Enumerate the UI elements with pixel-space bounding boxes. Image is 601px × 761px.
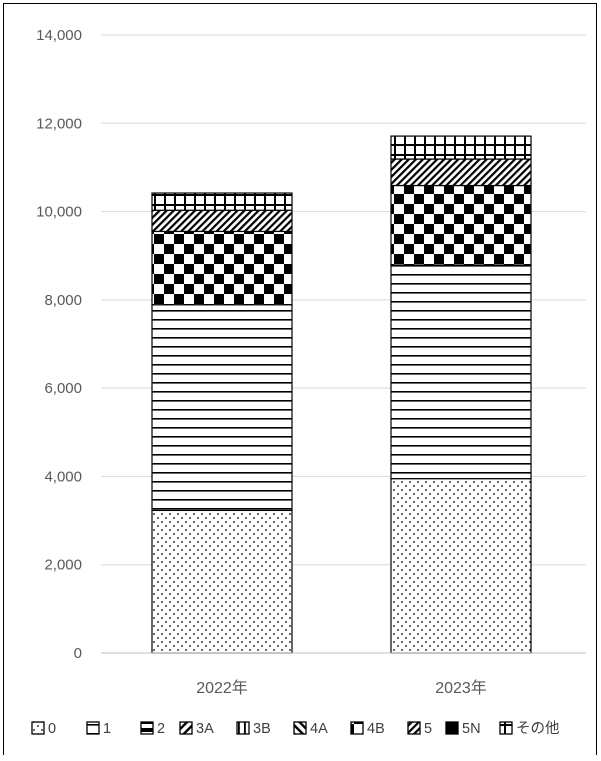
bar-segment-5 <box>151 209 293 233</box>
legend-swatch-5 <box>407 721 421 735</box>
x-axis: 2022年 2023年 <box>101 652 586 697</box>
legend-label-3A: 3A <box>196 721 214 737</box>
bar-segment-4B <box>390 184 532 266</box>
y-tick-label: 12,000 <box>36 115 82 132</box>
y-tick-label: 10,000 <box>36 204 82 221</box>
y-tick-label: 8,000 <box>44 292 82 309</box>
bar-segment-その他 <box>390 135 532 160</box>
legend-label-5: 5 <box>424 721 432 737</box>
y-tick-label: 2,000 <box>44 557 82 574</box>
x-category-label: 2023年 <box>435 679 487 697</box>
chart-frame: 0 2,000 4,000 6,000 8,000 10,000 12,000 14,000 … <box>3 3 597 755</box>
legend-label-5N: 5N <box>462 721 481 737</box>
y-tick-label: 0 <box>74 645 82 662</box>
bar-segment-5 <box>390 158 532 187</box>
legend-label-3B: 3B <box>253 721 271 737</box>
y-axis: 0 2,000 4,000 6,000 8,000 10,000 12,000 14,000 <box>36 27 82 662</box>
legend-swatch-1 <box>86 721 100 735</box>
legend-swatch-5N <box>445 721 459 735</box>
bar-segment-1 <box>151 304 293 512</box>
legend-label-0: 0 <box>48 721 56 737</box>
bar-segment-4B <box>151 230 293 306</box>
legend-swatch-2 <box>140 721 154 735</box>
legend-label-4A: 4A <box>310 721 328 737</box>
legend-swatch-3B <box>236 721 250 735</box>
y-tick-label: 4,000 <box>44 468 82 485</box>
legend-swatch-3A <box>179 721 193 735</box>
legend-swatch-4A <box>293 721 307 735</box>
legend-label-4B: 4B <box>367 721 385 737</box>
bar-segment-0 <box>390 478 532 654</box>
x-category-label: 2022年 <box>196 679 248 697</box>
legend-swatch-4B <box>350 721 364 735</box>
bar-segment-0 <box>151 509 293 654</box>
bar-segment-1 <box>390 264 532 480</box>
legend-label-1: 1 <box>103 721 111 737</box>
y-tick-label: 14,000 <box>36 27 82 44</box>
y-tick-label: 6,000 <box>44 380 82 397</box>
chart: 02,0004,0006,0008,00010,00012,00014,000 … <box>31 27 586 737</box>
bar-segment-その他 <box>151 192 293 211</box>
legend-label-2: 2 <box>157 721 165 737</box>
legend-label-その他: その他 <box>516 720 560 737</box>
legend: 0 1 2 3A 3B 4A 4B 5 5N その他 <box>31 720 560 737</box>
legend-swatch-0 <box>31 721 45 735</box>
legend-swatch-その他 <box>499 721 513 735</box>
bars <box>151 135 532 654</box>
